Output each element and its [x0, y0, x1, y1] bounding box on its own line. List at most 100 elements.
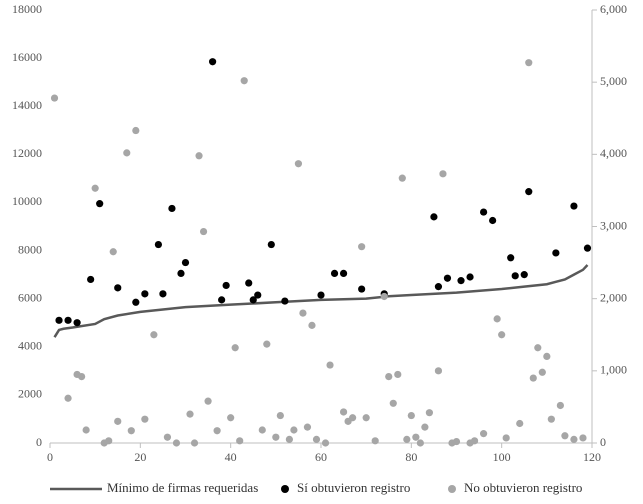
point	[371, 437, 379, 445]
point	[330, 269, 339, 278]
y-tick-label: 12000	[12, 146, 42, 160]
point	[398, 174, 406, 182]
point	[78, 373, 86, 381]
point	[141, 415, 149, 423]
point	[73, 319, 81, 327]
point	[55, 316, 63, 324]
point	[466, 273, 474, 281]
x-tick-label: 120	[583, 450, 601, 464]
x-tick-label: 100	[493, 450, 511, 464]
y-tick-label: 18000	[12, 2, 42, 16]
point	[326, 361, 334, 369]
point	[303, 423, 312, 431]
point	[172, 439, 181, 447]
point	[163, 433, 172, 441]
point	[443, 274, 452, 282]
y2-tick-label: 3,000	[600, 218, 627, 232]
point	[470, 437, 479, 445]
point	[358, 285, 366, 293]
point	[213, 427, 221, 435]
point	[132, 126, 140, 135]
point	[349, 414, 357, 422]
point	[263, 340, 271, 348]
y-tick-label: 14000	[12, 98, 42, 112]
y-tick-label: 0	[36, 435, 42, 449]
point	[245, 279, 253, 287]
point	[64, 394, 72, 402]
point	[209, 58, 217, 66]
point	[294, 160, 303, 168]
point	[123, 149, 131, 157]
point	[258, 426, 266, 434]
x-tick-label: 0	[47, 450, 53, 464]
point	[389, 399, 397, 407]
point	[190, 439, 199, 447]
point	[222, 281, 230, 290]
x-tick-label: 80	[405, 450, 417, 464]
point	[159, 290, 167, 298]
point	[290, 426, 298, 434]
point	[439, 170, 447, 178]
point	[109, 248, 117, 256]
point	[520, 271, 528, 279]
point	[168, 204, 176, 213]
point	[199, 227, 208, 236]
point	[281, 297, 289, 305]
point	[489, 216, 497, 225]
point	[516, 419, 524, 428]
point	[570, 435, 578, 443]
point	[529, 374, 537, 382]
point	[579, 434, 587, 442]
point	[249, 296, 257, 304]
point	[511, 272, 519, 280]
y-tick-label: 16000	[12, 50, 42, 64]
y-tick-label: 4000	[18, 339, 42, 353]
point	[154, 240, 162, 249]
point	[308, 321, 316, 329]
point	[105, 437, 113, 445]
point	[317, 291, 325, 299]
y2-tick-label: 0	[600, 435, 606, 449]
point	[416, 439, 424, 447]
y-tick-label: 6000	[18, 290, 42, 304]
y2-tick-label: 2,000	[600, 290, 627, 304]
legend-swatch	[448, 485, 456, 493]
point	[561, 432, 569, 440]
point	[538, 368, 546, 376]
y2-tick-label: 4,000	[600, 146, 627, 160]
x-tick-label: 60	[315, 450, 327, 464]
point	[150, 331, 158, 339]
point	[362, 414, 370, 422]
line-series	[53, 264, 589, 338]
point	[82, 426, 90, 434]
point	[339, 269, 348, 278]
legend-label: Sí obtuvieron registro	[297, 480, 410, 495]
point	[285, 435, 293, 443]
point	[525, 59, 533, 67]
point	[556, 401, 564, 410]
point	[267, 240, 275, 249]
point	[385, 373, 393, 381]
point	[493, 315, 501, 323]
point	[498, 331, 506, 339]
point	[114, 284, 122, 292]
point	[218, 296, 226, 304]
y-tick-label: 2000	[18, 387, 42, 401]
x-tick-label: 20	[134, 450, 146, 464]
point	[534, 344, 542, 352]
legend-label: No obtuvieron registro	[464, 480, 582, 495]
x-tick-label: 40	[225, 450, 237, 464]
point	[87, 275, 95, 284]
y-tick-label: 8000	[18, 242, 42, 256]
point	[547, 415, 555, 423]
point	[204, 397, 212, 405]
point	[339, 408, 348, 416]
point	[425, 409, 433, 417]
point	[543, 352, 551, 360]
point	[502, 434, 510, 442]
legend-label: Mínimo de firmas requeridas	[107, 480, 258, 495]
point	[507, 254, 515, 262]
point	[127, 427, 135, 435]
legend-swatch	[281, 485, 289, 493]
